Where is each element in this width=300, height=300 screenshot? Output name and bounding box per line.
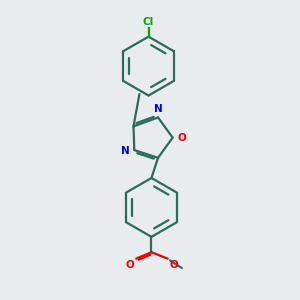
Text: Cl: Cl bbox=[143, 17, 154, 27]
Text: N: N bbox=[121, 146, 130, 156]
Text: O: O bbox=[177, 133, 186, 142]
Text: O: O bbox=[125, 260, 134, 270]
Text: N: N bbox=[154, 104, 162, 114]
Text: O: O bbox=[169, 260, 178, 270]
